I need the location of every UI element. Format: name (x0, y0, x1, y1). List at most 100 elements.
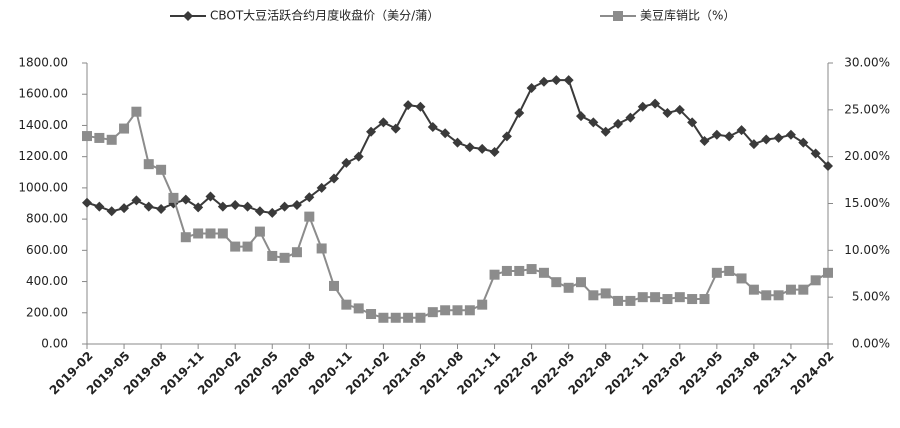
marker (674, 292, 685, 303)
marker (378, 312, 389, 323)
marker (823, 267, 833, 278)
marker (230, 200, 241, 211)
marker (477, 299, 488, 310)
marker (748, 284, 759, 295)
marker (551, 75, 562, 86)
marker (810, 148, 821, 159)
y2-tick-label: 5.00% (852, 290, 890, 304)
marker (625, 112, 636, 123)
marker (687, 117, 698, 128)
marker (205, 191, 216, 202)
y-tick-label: 1200.00 (18, 149, 68, 163)
marker (464, 305, 475, 316)
marker (576, 277, 586, 288)
marker (205, 228, 216, 239)
y2-tick-label: 30.00% (844, 56, 890, 70)
marker (193, 228, 204, 239)
marker (316, 182, 327, 193)
marker (143, 159, 154, 170)
marker (254, 206, 265, 217)
marker (538, 76, 549, 87)
marker (440, 305, 451, 316)
marker (279, 252, 290, 263)
marker (427, 122, 438, 133)
marker (366, 126, 377, 137)
marker (514, 265, 525, 276)
marker (736, 273, 747, 284)
marker (724, 131, 735, 142)
marker (489, 269, 500, 280)
marker (798, 137, 809, 148)
marker (773, 290, 784, 301)
marker (440, 128, 451, 139)
marker (193, 202, 204, 213)
legend-label: 美豆库销比（%） (640, 8, 735, 23)
marker (242, 201, 253, 212)
marker (403, 312, 414, 323)
marker (736, 125, 747, 136)
marker (724, 265, 735, 276)
y2-tick-label: 15.00% (844, 196, 890, 210)
marker (378, 117, 389, 128)
legend-marker (183, 11, 193, 21)
y-tick-label: 1800.00 (18, 56, 68, 70)
marker (353, 303, 364, 314)
marker (711, 267, 722, 278)
marker (785, 284, 796, 295)
marker (637, 101, 648, 112)
legend-marker (613, 11, 623, 21)
marker (304, 192, 315, 203)
marker (662, 107, 673, 118)
marker (501, 265, 512, 276)
marker (588, 117, 599, 128)
marker (156, 164, 167, 175)
marker (279, 201, 290, 212)
marker (563, 282, 574, 293)
y2-tick-label: 25.00% (844, 102, 890, 116)
y-tick-label: 0.00 (41, 337, 68, 351)
marker (563, 75, 574, 86)
marker (230, 241, 241, 252)
marker (341, 157, 352, 168)
marker (106, 206, 117, 217)
marker (94, 201, 105, 212)
marker (316, 243, 327, 254)
marker (798, 284, 809, 295)
marker (576, 111, 586, 122)
marker (82, 131, 92, 142)
y-tick-label: 1600.00 (18, 87, 68, 101)
marker (551, 277, 562, 288)
marker (600, 288, 611, 299)
marker (785, 129, 796, 140)
marker (415, 312, 426, 323)
marker (748, 139, 759, 150)
marker (82, 197, 92, 208)
marker (131, 195, 142, 206)
marker (477, 143, 488, 154)
marker (353, 151, 364, 162)
marker (501, 131, 512, 142)
marker (526, 264, 537, 275)
marker (403, 100, 414, 111)
marker (452, 305, 463, 316)
marker (687, 294, 698, 305)
marker (613, 295, 624, 306)
marker (452, 137, 463, 148)
marker (242, 241, 253, 252)
marker (761, 134, 772, 145)
marker (637, 292, 648, 303)
marker (217, 201, 228, 212)
marker (625, 295, 636, 306)
y2-tick-label: 0.00% (852, 337, 890, 351)
marker (180, 194, 191, 205)
marker (538, 267, 549, 278)
marker (304, 211, 315, 222)
marker (674, 104, 685, 115)
y-tick-label: 400.00 (26, 274, 68, 288)
marker (415, 101, 426, 112)
marker (329, 173, 339, 184)
y-tick-label: 1000.00 (18, 180, 68, 194)
marker (329, 280, 339, 291)
marker (217, 228, 228, 239)
